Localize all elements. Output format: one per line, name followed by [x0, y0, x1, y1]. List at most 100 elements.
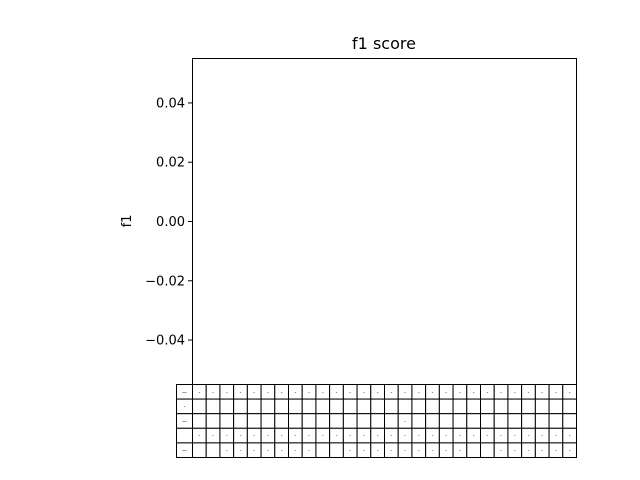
- table-cell: [356, 398, 372, 415]
- table-cell: [205, 413, 221, 429]
- table-cell: [480, 413, 495, 429]
- table-cell-text: -: [281, 433, 283, 439]
- table-cell: [384, 413, 399, 429]
- table-cell-text: -: [390, 433, 392, 439]
- table-cell-text: -: [432, 433, 434, 439]
- y-tick-label: 0.02: [156, 156, 185, 171]
- table-cell: [411, 413, 427, 429]
- table-cell: [192, 413, 207, 429]
- table-cell-text: -: [418, 389, 420, 395]
- table-cell: [548, 398, 564, 415]
- table-cell: [562, 413, 577, 429]
- table-cell-text: -: [555, 433, 557, 439]
- table-cell-text: -: [253, 433, 255, 439]
- table-cell: [288, 398, 303, 415]
- table-cell: [370, 413, 385, 429]
- table-cell-text: -: [226, 433, 228, 439]
- table-cell: [192, 442, 207, 458]
- table-cell-text: -: [253, 389, 255, 395]
- table-cell: [301, 398, 317, 415]
- table-cell-text: -: [569, 433, 571, 439]
- table-cell-text: -: [459, 448, 461, 454]
- table-cell-text: —: [182, 448, 187, 454]
- table-cell-text: -: [198, 389, 200, 395]
- table-cell-text: -: [514, 433, 516, 439]
- table-cell-text: -: [377, 448, 379, 454]
- table-cell-text: -: [281, 389, 283, 395]
- table-cell-text: -: [308, 389, 310, 395]
- table-cell: [260, 413, 276, 429]
- table-cell: [425, 398, 440, 415]
- table-cell-text: -: [418, 433, 420, 439]
- table-cell-text: —: [182, 389, 187, 395]
- table-cell: [452, 413, 468, 429]
- table-cell-text: -: [240, 389, 242, 395]
- table-cell-text: -: [445, 389, 447, 395]
- table-cell: [329, 442, 344, 458]
- table-cell: [315, 413, 331, 429]
- table-cell-text: -: [336, 433, 338, 439]
- y-tick-label: 0.00: [156, 215, 185, 230]
- table-cell: [507, 398, 523, 415]
- table-cell: [301, 413, 317, 429]
- table-cell-text: -: [404, 389, 406, 395]
- table-cell: [205, 442, 221, 458]
- table-cell-text: -: [226, 389, 228, 395]
- table-cell-text: -: [349, 448, 351, 454]
- table-cell: [452, 398, 468, 415]
- table-cell-text: -: [432, 448, 434, 454]
- table-cell: [507, 413, 523, 429]
- table-cell: [466, 442, 481, 458]
- table-cell-text: -: [294, 433, 296, 439]
- table-cell: [233, 398, 248, 415]
- table-cell-text: -: [363, 389, 365, 395]
- table-row-label-cell: [176, 427, 193, 444]
- table-cell-text: -: [240, 433, 242, 439]
- table-cell-text: -: [569, 389, 571, 395]
- table-cell-text: -: [418, 448, 420, 454]
- table-cell: [438, 398, 454, 415]
- table-cell-text: -: [363, 448, 365, 454]
- table-cell-text: -: [377, 389, 379, 395]
- table-cell-text: -: [281, 448, 283, 454]
- table-cell-text: -: [390, 448, 392, 454]
- table-cell: [274, 413, 289, 429]
- y-tick-label: −0.02: [145, 274, 185, 289]
- table-cell-text: -: [294, 448, 296, 454]
- table-cell-text: -: [459, 433, 461, 439]
- table-cell: [438, 413, 454, 429]
- table-cell-text: -: [555, 389, 557, 395]
- table-cell-text: -: [528, 389, 530, 395]
- table-cell-text: -: [294, 389, 296, 395]
- table-cell-text: -: [569, 448, 571, 454]
- table-cell-text: -: [541, 448, 543, 454]
- table-cell-text: -: [404, 448, 406, 454]
- plot-area: [192, 58, 577, 385]
- table-cell-text: -: [336, 389, 338, 395]
- table-cell: [205, 398, 221, 415]
- table-cell-text: -: [528, 433, 530, 439]
- table-cell: [356, 413, 372, 429]
- table-cell: [534, 413, 550, 429]
- table-cell: [411, 398, 427, 415]
- table-cell: [219, 413, 235, 429]
- table-cell-text: -: [500, 433, 502, 439]
- table-cell-text: -: [473, 433, 475, 439]
- table-cell: [548, 413, 564, 429]
- table-cell-text: -: [267, 433, 269, 439]
- table-cell: [425, 413, 440, 429]
- table-cell-text: -: [308, 448, 310, 454]
- table-cell: [246, 398, 262, 415]
- table-cell-text: —: [182, 419, 187, 425]
- table-cell-text: -: [253, 448, 255, 454]
- table-cell: [562, 442, 577, 458]
- table-cell: [466, 398, 481, 415]
- table-cell-text: -: [541, 433, 543, 439]
- table-cell-text: -: [226, 448, 228, 454]
- table-cell: [521, 398, 536, 415]
- table-cell: [274, 398, 289, 415]
- table-cell-text: -: [308, 433, 310, 439]
- table-cell-text: -: [198, 433, 200, 439]
- table-cell: [480, 398, 495, 415]
